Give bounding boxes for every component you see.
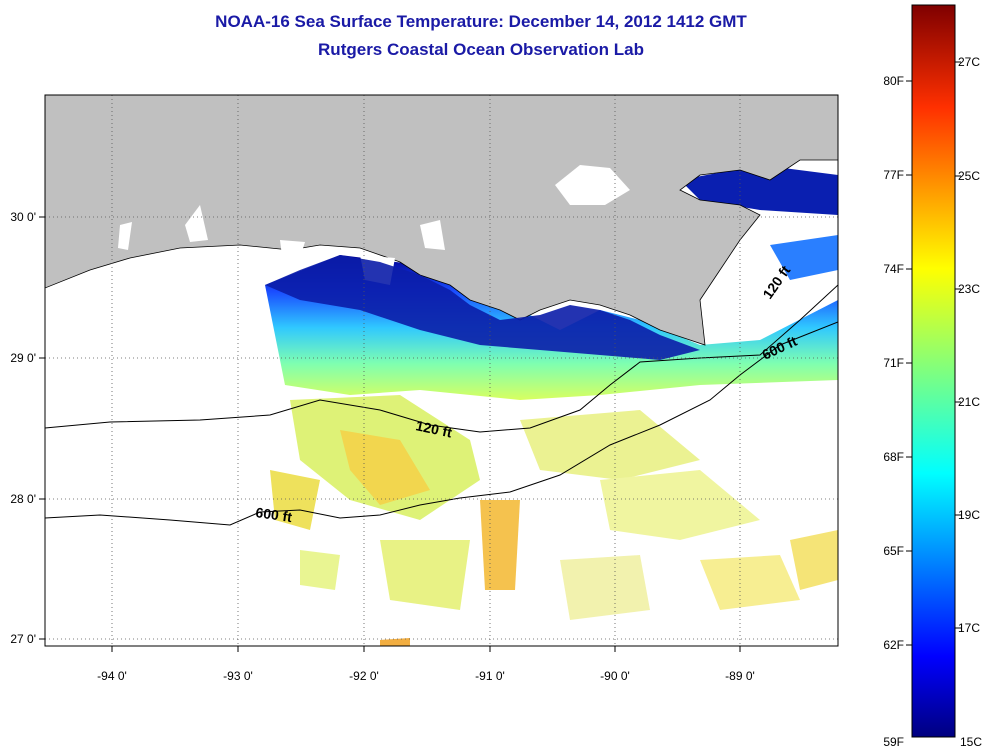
sst-nearshore-dark — [265, 255, 700, 360]
contour-120ft — [45, 284, 838, 433]
colorbar-f-label: 71F — [883, 356, 904, 370]
lon-tick-label: -92 0' — [349, 669, 379, 683]
lake-2 — [118, 222, 132, 250]
colorbar-f-label: 74F — [883, 262, 904, 276]
colorbar-c-label: 27C — [958, 55, 980, 69]
lake-1 — [555, 165, 630, 205]
lon-tick-label: -94 0' — [97, 669, 127, 683]
contour-label-600ft-west: 600 ft — [255, 504, 294, 525]
lon-tick-label: -89 0' — [725, 669, 755, 683]
contour-600ft — [45, 321, 838, 526]
map-frame — [44, 94, 839, 647]
sst-offshore-patches — [270, 395, 838, 646]
map-gridlines — [45, 95, 838, 646]
lake-4 — [420, 220, 445, 250]
colorbar-f-label: 68F — [883, 450, 904, 464]
colorbar-c-label: 17C — [958, 621, 980, 635]
lat-tick-label: 28 0' — [10, 492, 36, 506]
colorbar-f-label: 80F — [883, 74, 904, 88]
lon-tick-label: -93 0' — [223, 669, 253, 683]
colorbar-ticks — [906, 61, 961, 646]
axis-ticks — [39, 216, 741, 652]
lon-tick-label: -91 0' — [475, 669, 505, 683]
colorbar-c-label: 21C — [958, 395, 980, 409]
colorbar — [911, 4, 956, 738]
colorbar-c-label: 19C — [958, 508, 980, 522]
lon-tick-label: -90 0' — [600, 669, 630, 683]
lat-tick-label: 29 0' — [10, 351, 36, 365]
colorbar-f-label: 59F — [883, 735, 904, 749]
chart-title: NOAA-16 Sea Surface Temperature: Decembe… — [215, 12, 747, 31]
colorbar-c-label: 23C — [958, 282, 980, 296]
colorbar-f-label: 65F — [883, 544, 904, 558]
colorbar-c-label: 25C — [958, 169, 980, 183]
lat-tick-label: 27 0' — [10, 632, 36, 646]
colorbar-f-label: 77F — [883, 168, 904, 182]
chart-subtitle: Rutgers Coastal Ocean Observation Lab — [318, 40, 644, 59]
colorbar-c-label: 15C — [960, 735, 982, 749]
lake-3 — [185, 205, 208, 242]
colorbar-f-label: 62F — [883, 638, 904, 652]
contour-label-120ft-west: 120 ft — [414, 417, 453, 440]
lat-tick-label: 30 0' — [10, 210, 36, 224]
lake-6 — [280, 240, 305, 258]
sst-east-blue — [770, 235, 838, 280]
